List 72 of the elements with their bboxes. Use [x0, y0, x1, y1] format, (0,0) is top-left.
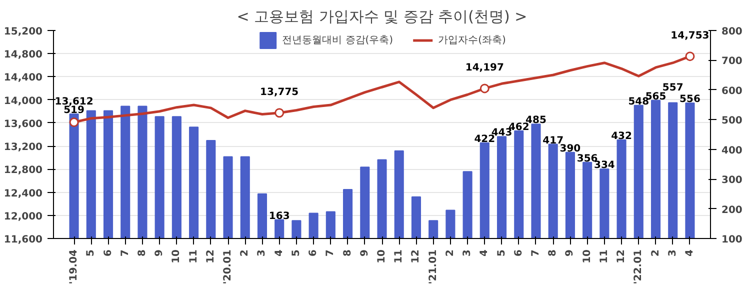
data-label: 14,197: [465, 62, 504, 74]
y-tick-label: 12,400: [4, 188, 43, 200]
y-tick-label: 13,200: [4, 142, 43, 154]
y-tick-label: 11,600: [4, 234, 43, 246]
x-tick-label: 5: [496, 249, 508, 256]
data-label: 13,775: [260, 86, 299, 98]
legend-label: 전년동월대비 증감(우축): [282, 34, 394, 47]
x-tick-label: 8: [342, 249, 354, 256]
x-tick-label: 12: [205, 249, 216, 264]
data-label: 432: [611, 130, 632, 142]
x-tick-label: 3: [667, 249, 678, 256]
y-tick-label: 12,800: [4, 165, 43, 176]
x-tick-label: 10: [376, 249, 388, 264]
x-tick-label: 11: [188, 249, 200, 264]
data-label: 390: [560, 143, 581, 154]
legend-label: 가입자수(좌축): [438, 34, 506, 47]
x-tick-label: '21.01: [428, 249, 439, 284]
x-tick-label: 6: [308, 249, 320, 256]
data-label: 556: [680, 94, 700, 106]
x-tick-label: 4: [479, 249, 490, 256]
x-tick-label: 12: [616, 249, 628, 264]
y2-tick-label: 800: [722, 26, 742, 38]
x-tick-label: 4: [684, 249, 696, 256]
data-label: 548: [628, 96, 650, 108]
data-label: 519: [64, 104, 85, 116]
point: [480, 84, 490, 94]
y-tick-label: 14,000: [4, 96, 43, 107]
data-label: 14,753: [670, 30, 710, 42]
y2-tick-label: 700: [722, 56, 742, 68]
y-tick-label: 12,000: [4, 211, 43, 222]
chart-title: < 고용보험 가입자수 및 증감 추이(천명) >: [236, 8, 528, 26]
x-tick-label: 2: [650, 249, 662, 256]
x-tick-label: 4: [274, 249, 285, 256]
y-tick-label: 14,800: [4, 50, 43, 61]
x-tick-label: 8: [548, 249, 559, 256]
point: [274, 108, 284, 118]
x-tick-label: 6: [513, 249, 524, 256]
data-label: 13,612: [54, 96, 94, 108]
x-tick-label: 11: [598, 249, 610, 264]
y2-tick-label: 300: [722, 175, 742, 186]
x-tick-label: '19.04: [68, 249, 80, 284]
y-tick-label: 14,400: [4, 72, 43, 84]
x-tick-label: 9: [564, 249, 576, 256]
y2-tick-label: 100: [722, 234, 742, 246]
x-tick-label: 6: [102, 249, 114, 256]
y2-tick-label: 600: [722, 86, 742, 97]
x-tick-label: 11: [394, 249, 405, 264]
x-tick-label: 7: [530, 249, 542, 256]
x-tick-label: 7: [325, 249, 336, 256]
x-tick-label: 12: [410, 249, 422, 264]
y-tick-label: 13,600: [4, 118, 43, 130]
y2-tick-label: 400: [722, 145, 742, 156]
x-tick-label: 5: [290, 249, 302, 256]
x-tick-label: 2: [240, 249, 251, 256]
x-tick-label: 10: [171, 249, 182, 264]
x-tick-label: 9: [154, 249, 166, 256]
x-tick-label: '20.01: [222, 249, 234, 284]
x-tick-label: 3: [256, 249, 268, 256]
x-tick-label: 8: [136, 249, 148, 256]
y2-tick-label: 200: [722, 204, 742, 216]
x-tick-label: 7: [120, 249, 131, 256]
point: [69, 118, 79, 127]
y2-tick-label: 500: [722, 116, 742, 127]
x-tick-label: 5: [86, 249, 97, 256]
data-label: 163: [268, 210, 290, 222]
x-tick-label: 2: [444, 249, 456, 256]
x-tick-label: 3: [462, 249, 474, 256]
x-tick-label: 9: [359, 249, 370, 256]
x-tick-label: '22.01: [633, 249, 644, 284]
y-tick-label: 15,200: [4, 26, 43, 38]
point: [685, 52, 695, 62]
x-tick-label: 10: [582, 249, 593, 264]
